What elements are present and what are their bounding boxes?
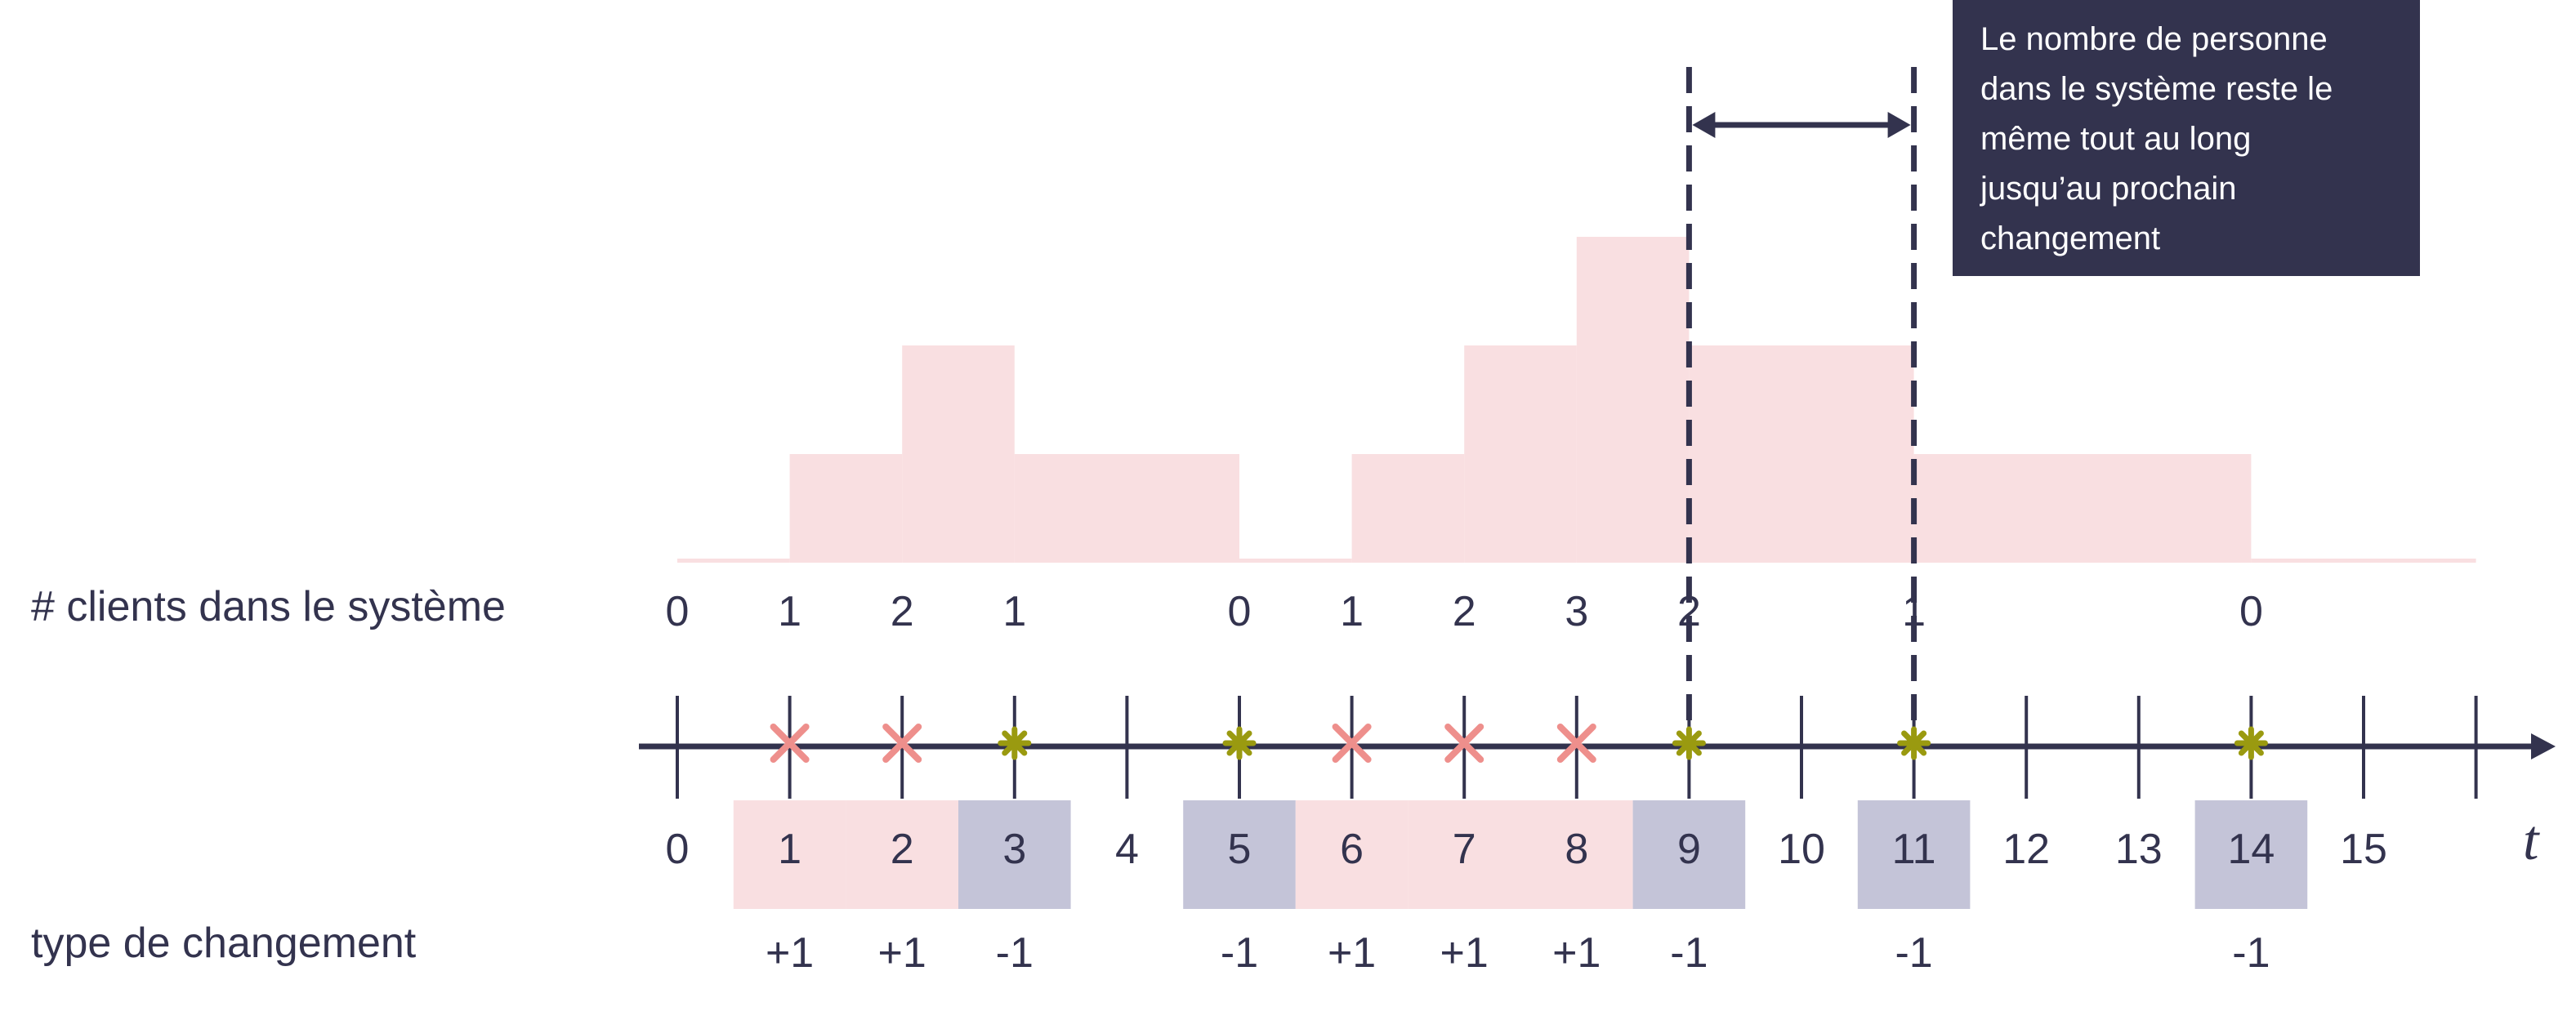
callout-line: changement — [1980, 220, 2161, 256]
step-bar — [789, 454, 903, 563]
departure-band — [2194, 800, 2308, 909]
change-label: +1 — [1328, 929, 1376, 977]
event-bands — [733, 800, 2308, 909]
time-tick-label: 6 — [1340, 826, 1364, 873]
departure-star-icon — [1672, 726, 1706, 760]
arrival-band — [1295, 800, 1409, 909]
departure-band — [1857, 800, 1971, 909]
count-label: 3 — [1565, 588, 1588, 635]
time-tick-label: 8 — [1565, 826, 1588, 873]
time-tick-label: 11 — [1892, 826, 1936, 873]
step-bar — [1913, 454, 2252, 563]
change-label: +1 — [1552, 929, 1601, 977]
step-baseline — [1239, 559, 1352, 563]
axis-arrowhead — [2531, 733, 2556, 759]
change-label: -1 — [2232, 929, 2270, 977]
marker-stroke — [1676, 730, 1702, 756]
change-label: -1 — [1221, 929, 1258, 977]
count-label: 1 — [1002, 588, 1026, 635]
time-tick-label: 14 — [2227, 826, 2275, 873]
departure-star-icon — [998, 726, 1032, 760]
arrival-band — [1520, 800, 1633, 909]
change-label: +1 — [1440, 929, 1489, 977]
marker-stroke — [1444, 724, 1484, 763]
constant-interval-highlight — [1685, 67, 1917, 723]
count-label: 1 — [778, 588, 801, 635]
marker-stroke — [1226, 730, 1252, 756]
time-tick-label: 10 — [1778, 826, 1825, 873]
change-label: -1 — [1670, 929, 1708, 977]
count-label: 1 — [1902, 588, 1926, 635]
arrival-cross-icon — [1444, 724, 1484, 763]
count-label: 0 — [1228, 588, 1252, 635]
time-tick-label: 2 — [891, 826, 914, 873]
change-label: +1 — [766, 929, 814, 977]
step-bar — [1689, 345, 1914, 563]
count-label: 1 — [1340, 588, 1364, 635]
callout-line: jusqu’au prochain — [1980, 171, 2237, 207]
callout-line: dans le système reste le — [1980, 71, 2333, 107]
time-tick-label: 0 — [666, 826, 690, 873]
time-tick-label: 4 — [1115, 826, 1139, 873]
departure-star-icon — [1897, 726, 1931, 760]
callout-line: Le nombre de personne — [1980, 21, 2328, 57]
change-label: +1 — [878, 929, 926, 977]
count-label: 2 — [1453, 588, 1476, 635]
marker-stroke — [882, 724, 922, 763]
departure-star-icon — [1222, 726, 1257, 760]
arrival-cross-icon — [882, 724, 922, 763]
marker-stroke — [770, 724, 810, 763]
arrival-cross-icon — [1556, 724, 1596, 763]
time-tick-label: 5 — [1228, 826, 1252, 873]
count-label: 0 — [666, 588, 690, 635]
arrival-cross-icon — [1332, 724, 1372, 763]
time-tick-label: 13 — [2115, 826, 2163, 873]
departure-band — [1183, 800, 1296, 909]
event-markers — [770, 724, 2268, 763]
diagram-labels: # clients dans le système type de change… — [31, 583, 2540, 977]
marker-stroke — [1002, 730, 1028, 756]
time-tick-label: 15 — [2340, 826, 2387, 873]
time-axis — [639, 696, 2556, 799]
change-label: -1 — [1895, 929, 1932, 977]
step-baseline — [677, 559, 790, 563]
marker-stroke — [1901, 730, 1927, 756]
marker-stroke — [2238, 730, 2264, 756]
time-tick-label: 12 — [2002, 826, 2050, 873]
change-row-label: type de changement — [31, 920, 417, 967]
double-arrow-head-right — [1887, 112, 1911, 138]
departure-star-icon — [2234, 726, 2268, 760]
step-bar — [1464, 345, 1577, 563]
marker-stroke — [1556, 724, 1596, 763]
arrival-cross-icon — [770, 724, 810, 763]
arrival-band — [1408, 800, 1520, 909]
count-label: 0 — [2239, 588, 2263, 635]
step-bar — [1576, 237, 1690, 563]
step-bar — [1014, 454, 1239, 563]
time-tick-label: 7 — [1453, 826, 1476, 873]
marker-stroke — [1332, 724, 1372, 763]
step-baseline — [2251, 559, 2476, 563]
count-label: 2 — [891, 588, 914, 635]
time-tick-label: 9 — [1677, 826, 1701, 873]
time-tick-label: 1 — [778, 826, 801, 873]
step-bar — [1351, 454, 1465, 563]
count-row-label: # clients dans le système — [31, 583, 506, 630]
callout-box: Le nombre de personne dans le système re… — [1953, 0, 2420, 276]
change-label: -1 — [996, 929, 1034, 977]
arrival-band — [733, 800, 846, 909]
departure-band — [1632, 800, 1746, 909]
time-tick-label: 3 — [1002, 826, 1026, 873]
step-bar — [902, 345, 1015, 563]
axis-variable-label: t — [2523, 809, 2540, 872]
count-label: 2 — [1677, 588, 1701, 635]
arrival-band — [846, 800, 958, 909]
departure-band — [958, 800, 1071, 909]
callout-line: même tout au long — [1980, 121, 2252, 157]
step-histogram — [677, 237, 2476, 563]
double-arrow-head-left — [1692, 112, 1716, 138]
